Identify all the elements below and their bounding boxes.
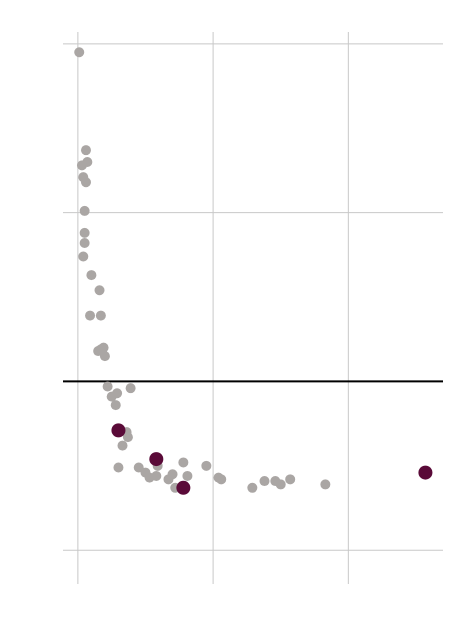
point [176,480,191,495]
point [79,227,90,238]
point [76,160,87,171]
point [111,423,126,438]
point [110,400,121,411]
point [285,474,296,485]
point [320,479,331,490]
point [151,470,162,481]
point [95,310,106,321]
point [102,381,113,392]
point [201,460,212,471]
point [78,251,89,262]
point [216,474,227,485]
point [178,457,189,468]
point [80,177,91,188]
point [247,482,258,493]
point [182,470,193,481]
point [149,452,164,467]
point [79,205,90,216]
point [125,383,136,394]
point [112,388,123,399]
point [113,462,124,473]
point [418,465,433,480]
point [122,432,133,443]
point [80,145,91,156]
point [275,479,286,490]
point [85,310,96,321]
point [167,469,178,480]
point [117,440,128,451]
point [259,476,270,487]
point [86,270,97,281]
point [79,238,90,249]
point [99,351,110,362]
point [74,47,85,58]
point [94,285,105,296]
